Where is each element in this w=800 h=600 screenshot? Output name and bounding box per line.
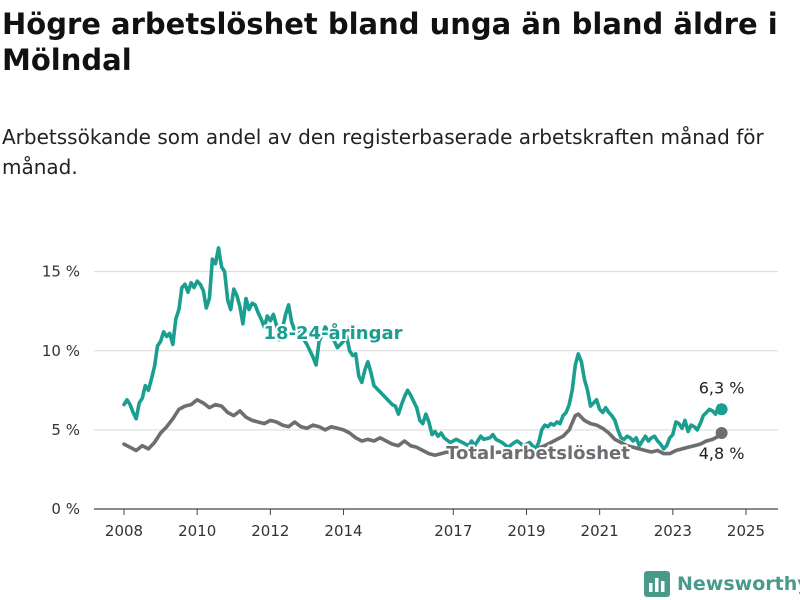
brand-logo[interactable]: Newsworthy: [644, 568, 800, 600]
chart-grid: [94, 271, 778, 510]
brand-name: Newsworthy: [677, 573, 800, 595]
series-youth: [122, 246, 728, 451]
y-tick-label: 5 %: [51, 421, 80, 439]
end-value-label-youth: 6,3 %: [699, 378, 745, 397]
y-axis: 0 % 5 % 10 % 15 %: [42, 263, 80, 518]
series-total: [122, 398, 728, 457]
y-tick-label: 0 %: [51, 500, 80, 518]
series-end-marker-total: [715, 427, 728, 440]
series-name-label-total: Total arbetslöshet: [446, 443, 630, 464]
y-tick-label: 10 %: [42, 342, 80, 360]
series-labels: 6,3 % 4,8 % 18-24-åringar Total arbetslöshe…: [262, 320, 745, 466]
page-title: Högre arbetslöshet bland unga än bland ä…: [2, 7, 778, 77]
series-line-youth: [122, 246, 724, 451]
bar-chart-logo-icon: [644, 571, 670, 597]
x-tick-label: 2012: [251, 522, 289, 540]
page-subtitle: Arbetssökande som andel av den registerb…: [2, 125, 764, 179]
x-tick-label: 2014: [324, 522, 362, 540]
x-axis: 2008 2010 2012 2014 2017 2019 2021 2023 2025: [105, 509, 765, 540]
end-value-label-total: 4,8 %: [699, 444, 745, 463]
series-end-marker-youth: [715, 403, 728, 416]
x-tick-label: 2021: [581, 522, 619, 540]
x-tick-label: 2025: [727, 522, 765, 540]
series-name-label-youth: 18-24-åringar: [264, 322, 403, 344]
series-line-total: [122, 398, 724, 457]
x-tick-label: 2010: [178, 522, 216, 540]
x-tick-label: 2019: [507, 522, 545, 540]
y-tick-label: 15 %: [42, 263, 80, 281]
x-tick-label: 2008: [105, 522, 143, 540]
x-tick-label: 2023: [654, 522, 692, 540]
x-tick-label: 2017: [434, 522, 472, 540]
